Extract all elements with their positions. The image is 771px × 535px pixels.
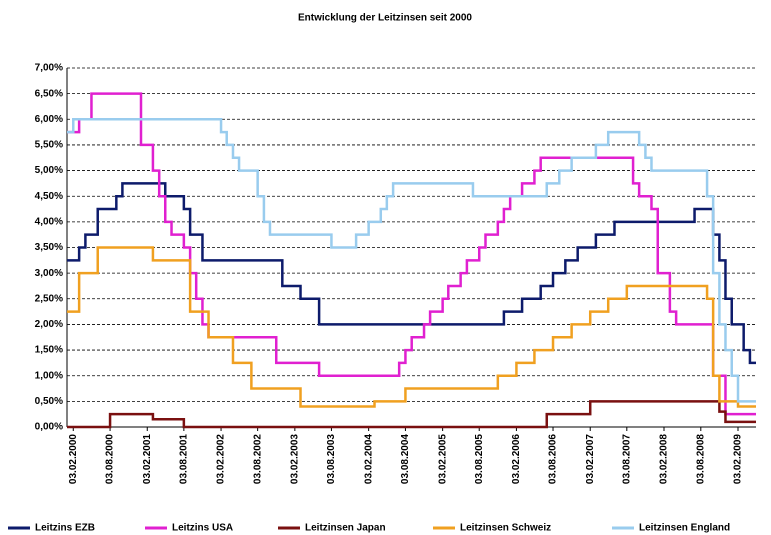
y-tick-label: 2,00% <box>35 319 63 330</box>
series-line <box>67 400 756 429</box>
legend-label: Leitzinsen Japan <box>305 523 386 534</box>
legend-label: Leitzins EZB <box>35 523 95 534</box>
legend-label: Leitzinsen Schweiz <box>460 523 551 534</box>
chart-title: Entwicklung der Leitzinsen seit 2000 <box>298 13 472 24</box>
x-tick-label: 03.08.2003 <box>326 434 337 484</box>
y-tick-label: 0,00% <box>35 422 63 433</box>
y-tick-label: 1,00% <box>35 370 63 381</box>
x-tick-label: 03.08.2005 <box>474 434 485 484</box>
x-tick-label: 03.08.2001 <box>178 434 189 484</box>
x-tick-label: 03.02.2003 <box>289 434 300 484</box>
y-tick-label: 2,50% <box>35 293 63 304</box>
series-line <box>67 118 756 403</box>
y-tick-label: 7,00% <box>35 63 63 74</box>
x-tick-label: 03.08.2000 <box>105 434 116 484</box>
y-tick-label: 6,00% <box>35 114 63 125</box>
legend-label: Leitzins USA <box>172 523 233 534</box>
x-tick-label: 03.02.2005 <box>437 434 448 484</box>
y-tick-label: 4,00% <box>35 216 63 227</box>
x-tick-label: 03.08.2008 <box>695 434 706 484</box>
x-tick-label: 03.02.2009 <box>733 434 744 484</box>
x-tick-label: 03.08.2002 <box>252 434 263 484</box>
x-tick-label: 03.02.2007 <box>585 434 596 484</box>
legend-label: Leitzinsen England <box>639 523 730 534</box>
series-line <box>67 92 756 416</box>
series-line <box>67 246 756 408</box>
x-tick-label: 03.02.2006 <box>511 434 522 484</box>
y-tick-label: 5,50% <box>35 140 63 151</box>
y-tick-label: 3,00% <box>35 268 63 279</box>
x-tick-label: 03.08.2006 <box>548 434 559 484</box>
x-tick-label: 03.02.2002 <box>216 434 227 484</box>
x-tick-label: 03.02.2004 <box>363 434 374 484</box>
x-tick-label: 03.02.2001 <box>142 434 153 484</box>
y-tick-label: 1,50% <box>35 345 63 356</box>
y-tick-label: 4,50% <box>35 191 63 202</box>
x-tick-label: 03.08.2007 <box>621 434 632 484</box>
y-tick-label: 3,50% <box>35 242 63 253</box>
x-tick-label: 03.02.2000 <box>68 434 79 484</box>
y-tick-label: 6,50% <box>35 88 63 99</box>
x-tick-label: 03.02.2008 <box>659 434 670 484</box>
x-tick-label: 03.08.2004 <box>400 434 411 484</box>
y-tick-label: 5,00% <box>35 165 63 176</box>
y-tick-label: 0,50% <box>35 396 63 407</box>
